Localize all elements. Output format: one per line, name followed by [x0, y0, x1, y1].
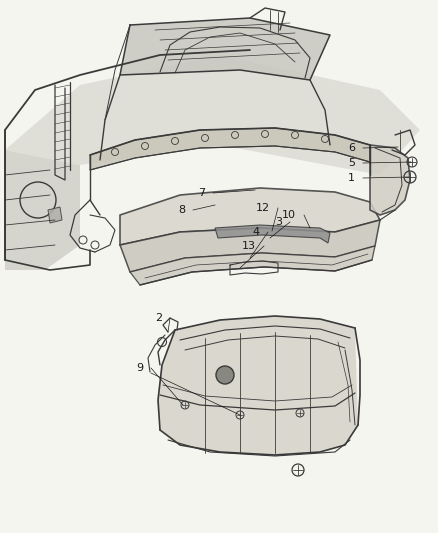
- Text: 13: 13: [242, 241, 256, 251]
- Polygon shape: [158, 316, 358, 455]
- Text: 9: 9: [136, 363, 143, 373]
- Polygon shape: [215, 225, 330, 243]
- Text: 1: 1: [348, 173, 355, 183]
- Text: 6: 6: [348, 143, 355, 153]
- Text: 5: 5: [348, 158, 355, 168]
- Polygon shape: [90, 128, 370, 170]
- Polygon shape: [120, 188, 380, 245]
- Polygon shape: [5, 150, 80, 270]
- Text: 4: 4: [253, 227, 260, 237]
- Polygon shape: [48, 207, 62, 223]
- Polygon shape: [370, 145, 410, 215]
- Text: 3: 3: [275, 217, 282, 227]
- Polygon shape: [120, 18, 330, 80]
- Polygon shape: [120, 220, 380, 272]
- Polygon shape: [130, 246, 375, 285]
- Text: 2: 2: [155, 313, 162, 323]
- Circle shape: [216, 366, 234, 384]
- Polygon shape: [5, 55, 420, 175]
- Text: 8: 8: [178, 205, 185, 215]
- Text: 10: 10: [282, 210, 296, 220]
- Text: 7: 7: [198, 188, 205, 198]
- Text: 12: 12: [256, 203, 270, 213]
